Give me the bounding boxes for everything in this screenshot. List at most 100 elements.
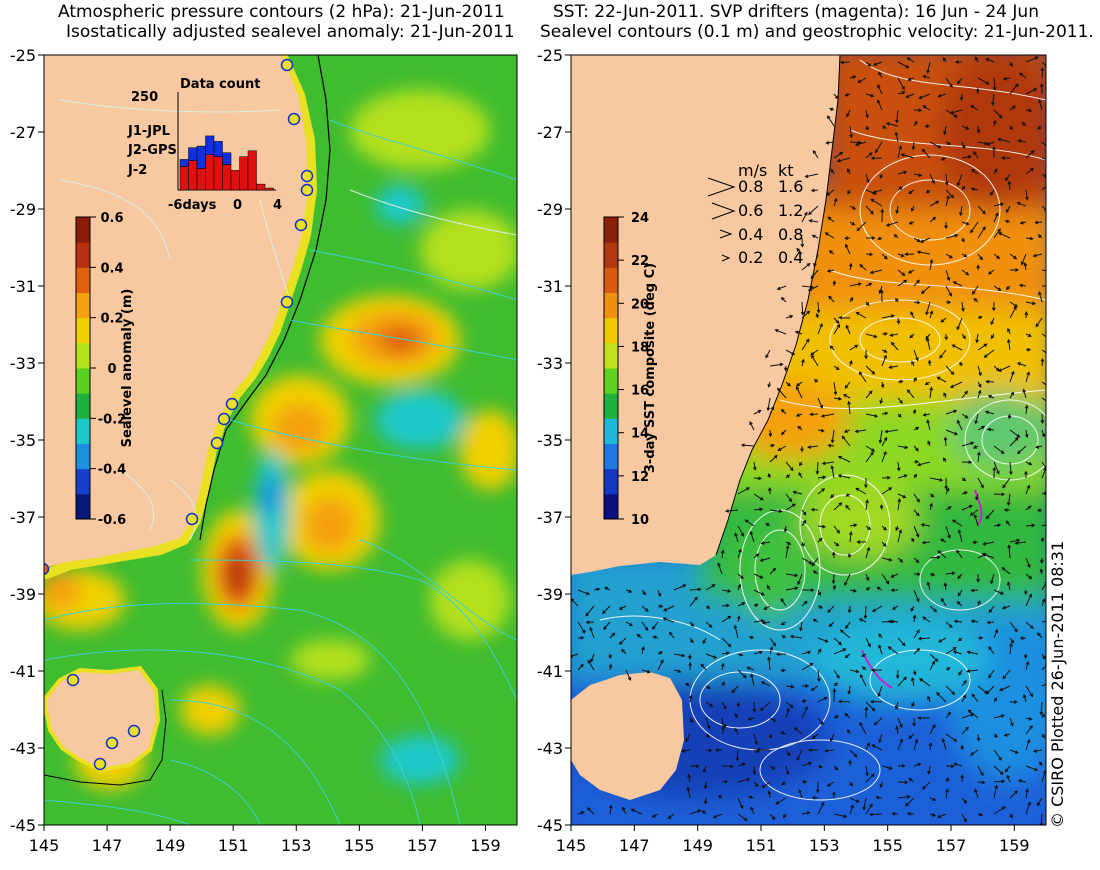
velocity-arrow <box>969 749 979 756</box>
velocity-arrow <box>652 635 659 640</box>
left-land-tasmania <box>44 665 161 773</box>
velocity-arrow <box>959 93 964 102</box>
velocity-arrow <box>785 503 797 511</box>
left_panel-colorbar-step <box>76 493 90 520</box>
velocity-arrow <box>856 221 867 232</box>
velocity-arrow <box>940 157 947 161</box>
velocity-arrow <box>1009 429 1021 438</box>
velocity-arrow <box>1006 493 1011 507</box>
velocity-arrow <box>705 748 713 753</box>
velocity-arrow <box>865 109 869 119</box>
velocity-arrow <box>1009 790 1018 799</box>
velocity-arrow <box>1002 669 1011 680</box>
velocity-arrow <box>916 250 931 255</box>
velocity-arrow <box>990 317 995 326</box>
inset-bar-j2 <box>256 183 266 191</box>
velocity-arrow <box>895 109 899 124</box>
velocity-arrow <box>913 762 922 767</box>
velocity-arrow <box>856 540 866 544</box>
velocity-arrow <box>813 379 819 383</box>
velocity-arrow <box>1041 185 1046 191</box>
velocity-arrow <box>811 557 819 567</box>
velocity-arrow <box>1016 362 1027 367</box>
velocity-arrow <box>769 443 776 448</box>
velocity-arrow <box>689 717 694 723</box>
velocity-arrow <box>865 173 870 184</box>
velocity-arrow <box>799 621 803 632</box>
velocity-arrow <box>917 636 931 641</box>
velocity-arrow <box>906 811 915 816</box>
velocity-arrow <box>815 312 820 319</box>
velocity-arrow <box>651 813 659 818</box>
velocity-arrow <box>828 621 835 628</box>
velocity-arrow <box>839 629 851 639</box>
right_panel-colorbar-step <box>604 493 618 520</box>
velocity-arrow <box>993 202 1005 207</box>
velocity-arrow <box>976 573 981 583</box>
velocity-arrow <box>977 477 984 489</box>
velocity-arrow <box>801 509 807 516</box>
inset-bar-j2 <box>213 156 223 191</box>
velocity-arrow <box>911 205 915 212</box>
velocity-arrow <box>897 170 908 175</box>
velocity-arrow <box>865 765 869 777</box>
velocity-arrow <box>949 109 963 115</box>
velocity-arrow <box>936 813 947 819</box>
inset-bar-j2 <box>205 154 215 191</box>
velocity-arrow <box>1039 761 1043 767</box>
velocity-arrow <box>796 247 803 255</box>
velocity-arrow <box>833 637 842 646</box>
velocity-arrow <box>986 427 995 432</box>
velocity-arrow <box>887 619 899 624</box>
velocity-arrow <box>970 588 979 593</box>
velocity-arrow <box>737 525 745 537</box>
left-isobath <box>199 55 331 541</box>
velocity-arrow <box>859 264 867 271</box>
velocity-arrow <box>865 701 876 712</box>
velocity-arrow <box>897 61 910 69</box>
velocity-arrow <box>801 811 811 815</box>
velocity-arrow <box>895 297 899 303</box>
velocity-arrow <box>977 365 982 377</box>
velocity-arrow <box>973 298 979 303</box>
velocity-arrow <box>961 679 967 687</box>
right_panel-colorbar-tick-label: 22 <box>631 254 649 269</box>
velocity-arrow <box>833 365 840 370</box>
velocity-arrow <box>916 461 931 467</box>
velocity-arrow <box>721 615 732 623</box>
left-pressure-contours <box>44 119 517 825</box>
velocity-arrow <box>993 523 1002 528</box>
velocity-arrow <box>807 285 819 292</box>
velocity-arrow <box>913 493 920 503</box>
velocity-arrow <box>826 781 835 787</box>
velocity-arrow <box>880 381 885 389</box>
velocity-arrow <box>577 635 585 640</box>
velocity-arrow <box>705 733 710 738</box>
velocity-arrow <box>910 677 915 687</box>
velocity-arrow <box>927 695 931 703</box>
velocity-arrow <box>960 744 965 751</box>
legend-j-2: J-2 <box>127 163 147 178</box>
velocity-arrow <box>832 551 836 559</box>
velocity-arrow <box>920 523 931 527</box>
velocity-arrow <box>689 587 702 592</box>
velocity-arrow <box>977 315 983 320</box>
velocity-arrow <box>998 365 1011 372</box>
velocity-arrow <box>961 185 966 191</box>
left_panel-colorbar-tick-label: -0.2 <box>98 412 126 427</box>
velocity-arrow <box>896 317 901 325</box>
velocity-arrow <box>657 604 664 609</box>
velocity-arrow <box>983 349 995 358</box>
velocity-arrow <box>894 131 899 143</box>
velocity-arrow <box>810 188 819 193</box>
velocity-arrow <box>895 669 900 680</box>
velocity-arrow <box>1037 632 1043 639</box>
velocity-arrow <box>1041 429 1046 438</box>
velocity-arrow <box>657 589 662 598</box>
velocity-arrow <box>976 87 980 95</box>
left_panel-lat-tick-label: -35 <box>10 431 36 450</box>
velocity-arrow <box>984 410 995 415</box>
right_panel-lat-tick-label: -31 <box>537 277 563 296</box>
velocity-arrow <box>897 253 905 258</box>
velocity-arrow <box>884 429 899 434</box>
